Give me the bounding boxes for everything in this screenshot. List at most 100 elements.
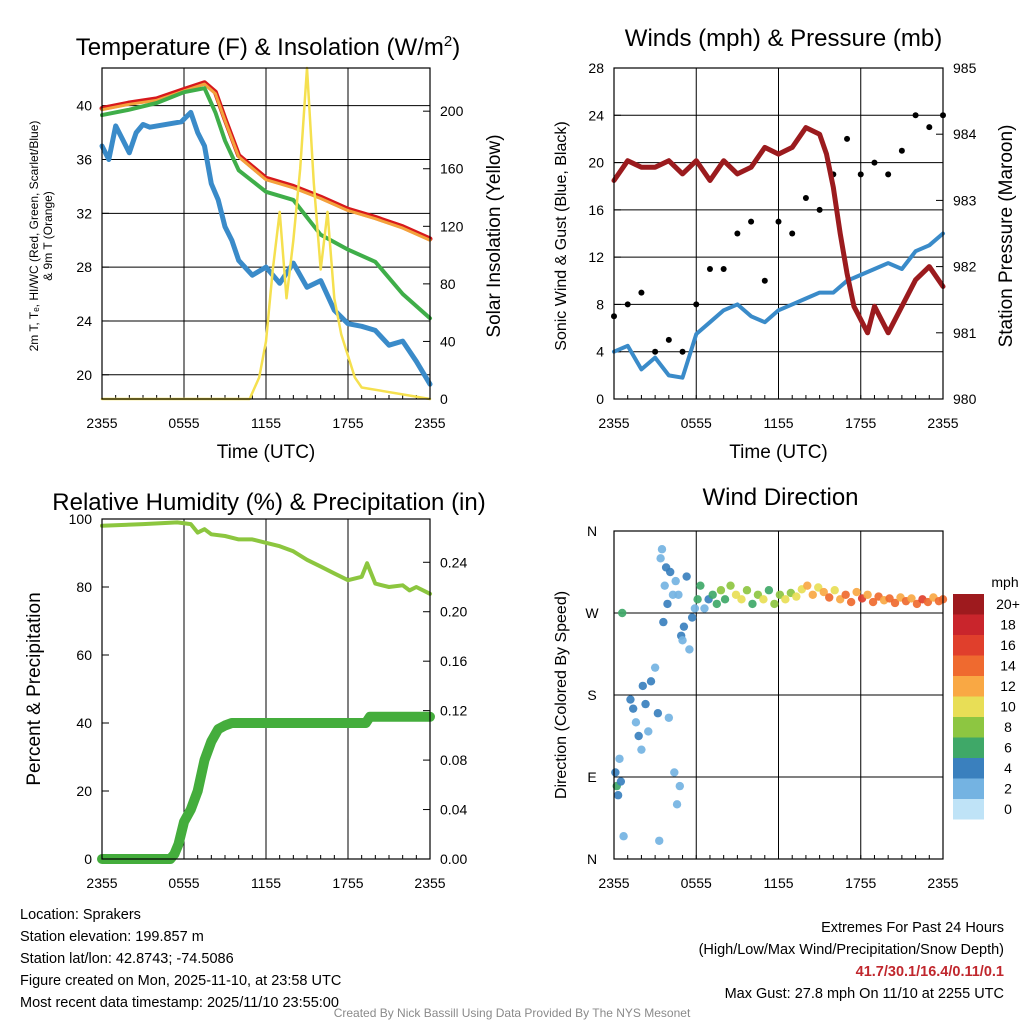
- y2-tick-label: 0.16: [440, 653, 467, 669]
- y2-tick-label: 982: [953, 259, 977, 275]
- y-tick-label: 0: [596, 391, 604, 407]
- extremes-panel: Extremes For Past 24 Hours (High/Low/Max…: [699, 917, 1004, 1005]
- direction-point: [863, 590, 872, 599]
- y2-tick-label: 984: [953, 126, 977, 142]
- legend-swatch: [953, 676, 984, 697]
- y2-tick-label: 981: [953, 325, 977, 341]
- gust-point: [802, 195, 809, 202]
- x-tick-label: 2355: [86, 415, 117, 431]
- direction-point: [700, 604, 709, 613]
- direction-point: [696, 581, 705, 590]
- y-tick-label: 80: [76, 579, 92, 595]
- direction-point: [619, 832, 628, 841]
- direction-point: [803, 581, 812, 590]
- legend-swatch: [953, 635, 984, 656]
- gust-point: [665, 336, 672, 343]
- y-axis-label: Direction (Colored By Speed): [553, 591, 570, 799]
- x-tick-label: 0555: [681, 875, 712, 891]
- direction-point: [655, 836, 664, 845]
- y-tick-label: 36: [76, 151, 92, 167]
- direction-point: [674, 590, 683, 599]
- gust-point: [857, 171, 864, 178]
- y-tick-label: 20: [76, 367, 92, 383]
- direction-tick-label: W: [585, 605, 599, 621]
- station-latlon: Station lat/lon: 42.8743; -74.5086: [20, 951, 234, 967]
- y2-axis-label: Station Pressure (Maroon): [996, 125, 1017, 348]
- y2-tick-label: 980: [953, 391, 977, 407]
- direction-point: [852, 587, 861, 597]
- legend-label: 8: [1004, 719, 1012, 735]
- panel-title: Temperature (F) & Insolation (W/m2): [76, 33, 460, 61]
- y-tick-label: 40: [76, 715, 92, 731]
- direction-point: [664, 713, 674, 722]
- station-elevation: Station elevation: 199.857 m: [20, 929, 204, 945]
- direction-point: [659, 617, 668, 627]
- pressure-line: [611, 125, 946, 336]
- direction-point: [907, 594, 916, 603]
- plot-border: [613, 530, 944, 860]
- figure-created: Figure created on Mon, 2025-11-10, at 23…: [20, 973, 342, 989]
- direction-point: [663, 599, 672, 609]
- direction-point: [693, 595, 702, 604]
- direction-point: [770, 599, 779, 609]
- x-tick-label: 1155: [251, 875, 281, 891]
- panel-title: Relative Humidity (%) & Precipitation (i…: [52, 489, 485, 516]
- direction-point: [687, 613, 697, 622]
- y-axis-label: Sonic Wind & Gust (Blue, Black): [553, 121, 570, 350]
- station-info: Location: Sprakers Station elevation: 19…: [20, 904, 341, 1014]
- direction-point: [830, 586, 839, 595]
- gust-point: [844, 135, 851, 142]
- extremes-subtitle: (High/Low/Max Wind/Precipitation/Snow De…: [698, 942, 1004, 958]
- x-axis-label: Time (UTC): [217, 442, 316, 463]
- legend-label: 0: [1004, 801, 1012, 817]
- direction-tick-label: N: [587, 851, 597, 867]
- y-axis-label-line2: & 9m T (Orange): [41, 191, 55, 281]
- gust-point: [926, 124, 933, 131]
- y2-tick-label: 40: [440, 333, 456, 349]
- legend-label: 6: [1004, 740, 1012, 756]
- station-location: Location: Sprakers: [20, 907, 141, 923]
- y-tick-label: 40: [76, 98, 92, 114]
- direction-point: [781, 595, 790, 604]
- direction-point: [685, 645, 694, 654]
- extremes-title: Extremes For Past 24 Hours: [821, 920, 1004, 936]
- y2-tick-label: 0.00: [440, 851, 467, 867]
- x-tick-label: 1755: [845, 415, 876, 431]
- legend-label: 2: [1004, 781, 1012, 797]
- gust-point: [638, 289, 645, 296]
- gust-point: [734, 230, 741, 237]
- y-tick-label: 28: [588, 60, 604, 76]
- direction-point: [825, 593, 834, 602]
- legend-swatch: [953, 799, 984, 820]
- y-tick-label: 20: [76, 783, 92, 799]
- precipitation-line: [97, 711, 435, 864]
- direction-point: [631, 718, 641, 727]
- y-axis-label: 2m T, Tₑ, HI/WC (Red, Green, Scarlet/Blu…: [27, 121, 41, 352]
- y2-tick-label: 0.08: [440, 752, 467, 768]
- x-axis-label: Time (UTC): [729, 442, 828, 463]
- direction-point: [653, 709, 663, 718]
- gust-point: [679, 348, 686, 355]
- direction-point: [720, 595, 730, 604]
- x-tick-label: 1755: [845, 875, 876, 891]
- y2-tick-label: 160: [440, 161, 464, 177]
- direction-point: [615, 754, 624, 763]
- direction-point: [611, 768, 620, 777]
- x-tick-label: 2355: [414, 415, 445, 431]
- y2-tick-label: 120: [440, 218, 464, 234]
- direction-point: [679, 622, 689, 631]
- x-tick-label: 1755: [332, 875, 363, 891]
- y2-tick-label: 80: [440, 276, 456, 292]
- direction-point: [626, 695, 635, 704]
- direction-point: [726, 581, 735, 590]
- gust-point: [871, 159, 878, 166]
- y-tick-label: 60: [76, 647, 92, 663]
- gust-point: [624, 301, 631, 308]
- gust-point: [720, 265, 727, 272]
- x-tick-label: 2355: [598, 875, 629, 891]
- direction-point: [808, 590, 817, 599]
- direction-point: [671, 576, 680, 586]
- panel-2: [611, 67, 946, 400]
- y2-tick-label: 985: [953, 60, 977, 76]
